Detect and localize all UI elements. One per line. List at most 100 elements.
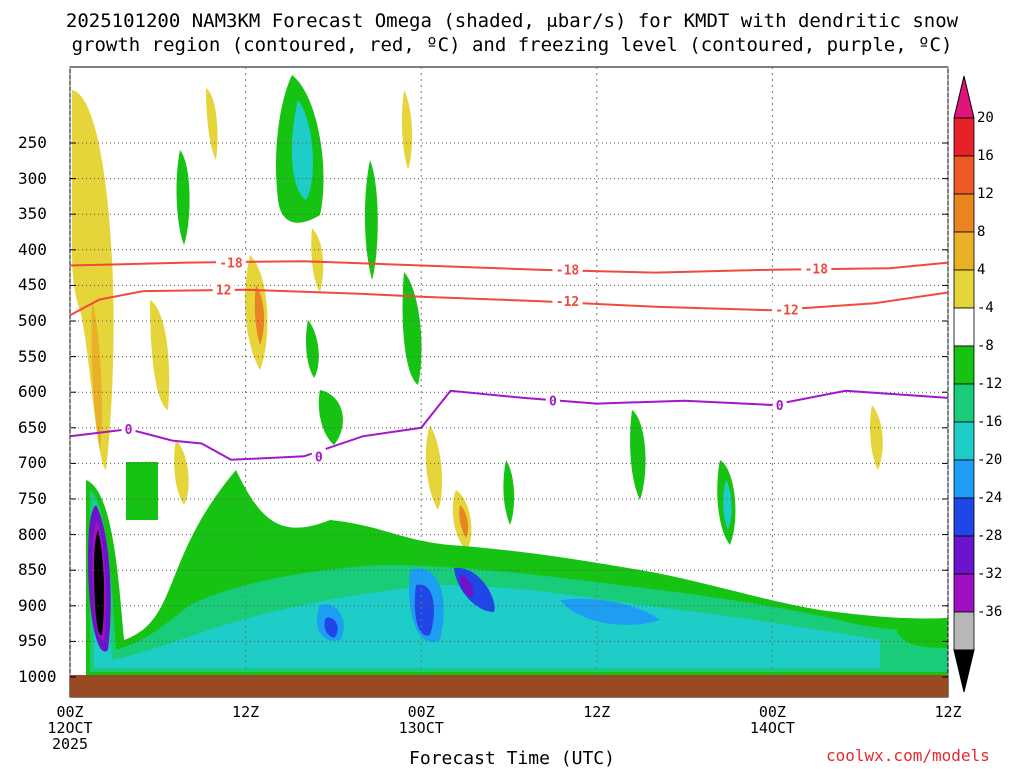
x-tick-label: 12Z <box>232 703 260 721</box>
y-tick-label: 800 <box>18 524 47 544</box>
colorbar-swatch <box>953 383 975 423</box>
omega-negative-region <box>291 100 313 200</box>
x-tick-label: 00Z <box>758 703 786 721</box>
contour-label-minus18c: -18 <box>556 264 580 279</box>
colorbar-swatch <box>953 193 975 233</box>
colorbar-swatch <box>953 155 975 195</box>
omega-positive-region <box>401 90 413 170</box>
omega-negative-band <box>414 584 434 636</box>
colorbar-label: -16 <box>977 414 1003 430</box>
y-tick-label: 950 <box>18 631 47 651</box>
source-credit[interactable]: coolwx.com/models <box>826 746 990 765</box>
chart-grid <box>69 67 949 678</box>
colorbar-swatch <box>953 117 975 157</box>
omega-negative-region <box>126 462 158 520</box>
omega-negative-region <box>176 150 190 245</box>
colorbar-swatch <box>953 611 975 651</box>
colorbar-label: -28 <box>977 528 1003 544</box>
omega-positive-region <box>425 425 443 510</box>
y-tick-label: 1000 <box>18 667 57 686</box>
omega-positive-region <box>72 90 114 470</box>
x-tick-label: 00Z <box>56 703 84 721</box>
colorbar-label: -8 <box>977 338 994 354</box>
chart-title-line2: growth region (contoured, red, ºC) and f… <box>71 34 953 56</box>
omega-negative-region <box>896 618 948 648</box>
y-tick-label: 900 <box>18 595 47 615</box>
colorbar-swatch <box>953 345 975 385</box>
omega-negative-region <box>723 480 732 530</box>
x-tick-label: 12Z <box>934 703 962 721</box>
colorbar-bottom-arrow <box>953 649 975 693</box>
x-tick-label: 12Z <box>583 703 611 721</box>
contour-label-minus12c-bg <box>552 293 583 308</box>
y-tick-label: 450 <box>18 275 47 295</box>
y-tick-label: 300 <box>18 168 47 188</box>
colorbar-label: -32 <box>977 566 1003 582</box>
omega-negative-region <box>503 460 515 525</box>
x-tick-label: 14OCT <box>749 719 795 737</box>
contour-label-zero: 0 <box>549 395 557 410</box>
omega-negative-region <box>306 320 319 378</box>
colorbar-swatch <box>953 307 975 347</box>
omega-negative-region <box>630 410 646 500</box>
colorbar-swatch <box>953 269 975 309</box>
omega-negative-region <box>318 390 343 445</box>
omega-positive-region <box>459 505 468 538</box>
contour-label-zero: 0 <box>315 450 323 465</box>
omega-negative-band <box>459 575 474 598</box>
colorbar-swatch <box>953 421 975 461</box>
contour-label-zero-bg <box>772 397 787 412</box>
contour-label-zero-bg <box>311 448 326 463</box>
y-tick-label: 350 <box>18 204 47 224</box>
contour-label-minus18c: -18 <box>219 257 243 272</box>
omega-negative-region <box>364 160 378 280</box>
contour-label-zero-bg <box>545 392 560 407</box>
y-tick-label: 400 <box>18 239 47 259</box>
contour-label-zero: 0 <box>125 423 133 438</box>
colorbar-swatch <box>953 231 975 271</box>
y-tick-label: 500 <box>18 311 47 330</box>
colorbar-label: 8 <box>977 224 986 240</box>
colorbar-swatch <box>953 573 975 613</box>
y-tick-label: 700 <box>18 453 47 473</box>
colorbar-label: 20 <box>977 110 994 126</box>
y-tick-label: 750 <box>18 489 47 508</box>
contour-freezing-level <box>69 389 949 461</box>
contour-label-zero: 0 <box>776 399 784 414</box>
contour-label-minus18c: -18 <box>805 262 829 277</box>
colorbar-label: 16 <box>977 148 994 164</box>
x-axis-title: Forecast Time (UTC) <box>409 748 615 769</box>
contour-label-minus12c-bg <box>212 281 235 296</box>
omega-positive-region <box>91 300 102 450</box>
omega-positive-region <box>870 405 883 470</box>
omega-negative-band <box>94 500 880 668</box>
omega-negative-band <box>324 617 338 638</box>
colorbar-label: -4 <box>977 300 994 316</box>
omega-positive-region <box>174 440 189 505</box>
y-tick-label: 850 <box>18 560 47 580</box>
x-tick-label: 12OCT <box>47 719 93 737</box>
colorbar-swatch <box>953 497 975 537</box>
y-tick-label: 650 <box>18 417 47 437</box>
contour-label-minus12c: -12 <box>556 295 579 310</box>
colorbar-top-arrow <box>953 75 975 119</box>
omega-colorbar <box>953 75 975 693</box>
contour-label-minus18c-bg <box>801 260 832 275</box>
y-tick-label: 550 <box>18 346 47 366</box>
contour-label-minus12c: 12 <box>216 284 232 299</box>
chart-title-line1: 2025101200 NAM3KM Forecast Omega (shaded… <box>65 10 959 32</box>
contour-label-zero-bg <box>121 421 136 436</box>
contour-label-minus12c-bg <box>772 301 803 316</box>
omega-positive-region <box>206 88 218 160</box>
contour-minus12c <box>69 288 949 317</box>
colorbar-label: 4 <box>977 262 986 278</box>
omega-core <box>94 530 105 636</box>
ground-surface <box>70 675 948 697</box>
colorbar-label: -20 <box>977 452 1003 468</box>
colorbar-label: -24 <box>977 490 1003 506</box>
colorbar-label: -12 <box>977 376 1003 392</box>
x-tick-label: 2025 <box>51 735 89 753</box>
colorbar-label: 12 <box>977 186 994 202</box>
contour-label-minus18c-bg <box>215 254 246 269</box>
